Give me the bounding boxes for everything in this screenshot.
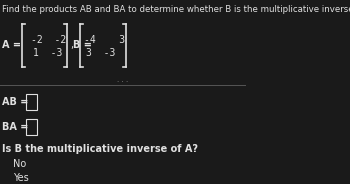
Text: 3  -3: 3 -3 [86, 48, 115, 58]
Text: AB =: AB = [2, 97, 29, 107]
Text: · · ·: · · · [117, 79, 128, 85]
Text: ,: , [70, 40, 74, 50]
Text: No: No [13, 159, 27, 169]
Text: -2  -2: -2 -2 [30, 35, 66, 45]
Text: B =: B = [74, 40, 92, 50]
FancyBboxPatch shape [26, 94, 37, 110]
Text: A =: A = [2, 40, 21, 50]
Text: 1  -3: 1 -3 [33, 48, 62, 58]
Text: Yes: Yes [13, 173, 29, 183]
Text: BA =: BA = [2, 122, 29, 132]
FancyBboxPatch shape [26, 119, 37, 135]
Text: Is B the multiplicative inverse of A?: Is B the multiplicative inverse of A? [2, 144, 198, 154]
Text: -4    3: -4 3 [84, 35, 126, 45]
Text: Find the products AB and BA to determine whether B is the multiplicative inverse: Find the products AB and BA to determine… [2, 6, 350, 15]
